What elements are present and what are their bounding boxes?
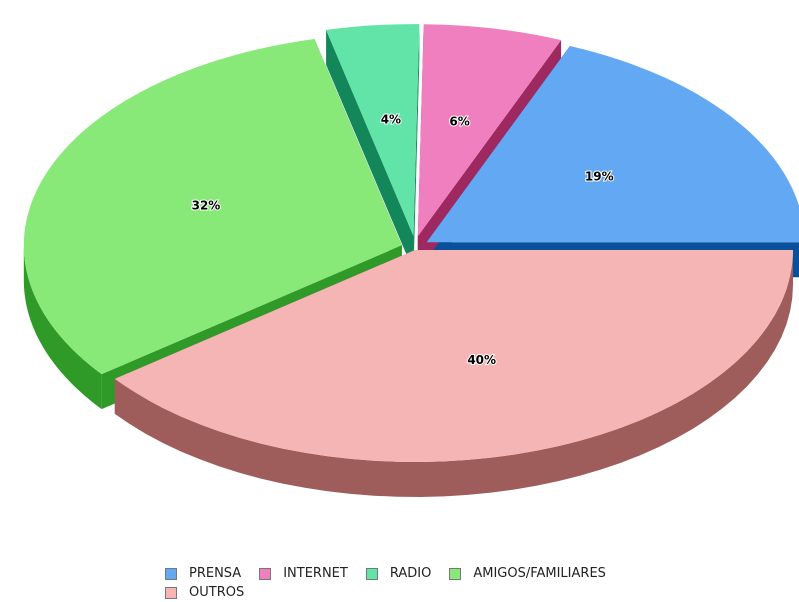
legend-item: OUTROS bbox=[165, 583, 244, 602]
slice-label: 32% bbox=[192, 199, 221, 213]
legend-item: AMIGOS/FAMILIARES bbox=[449, 564, 606, 583]
slice-label: 6% bbox=[449, 115, 469, 129]
slice-label: 4% bbox=[381, 113, 401, 127]
slice-side bbox=[326, 29, 414, 272]
legend: PRENSA INTERNET RADIO AMIGOS/FAMILIARES OUTR… bbox=[165, 564, 685, 602]
pie-slice bbox=[114, 250, 793, 462]
legend-label: INTERNET bbox=[283, 566, 348, 581]
legend-swatch bbox=[165, 567, 177, 580]
pie-slice bbox=[326, 24, 420, 237]
slice-side bbox=[114, 250, 793, 497]
legend-label: OUTROS bbox=[189, 585, 245, 600]
slice-tops: 19% 6% 4% 32% 40% bbox=[23, 24, 799, 462]
legend-item: PRENSA bbox=[165, 564, 241, 583]
legend-swatch bbox=[259, 567, 272, 580]
chart: 19% 6% 4% 32% 40% bbox=[23, 24, 799, 497]
legend-label: AMIGOS/FAMILIARES bbox=[473, 566, 606, 581]
legend-item: RADIO bbox=[365, 564, 432, 583]
pie-slice bbox=[417, 24, 562, 237]
pie-slice bbox=[23, 39, 402, 375]
legend-swatch bbox=[165, 586, 177, 599]
slice-side bbox=[23, 245, 102, 410]
slice-label: 40% bbox=[467, 353, 496, 367]
pie-slice bbox=[426, 46, 799, 243]
slice-label: 19% bbox=[585, 170, 614, 184]
legend-label: PRENSA bbox=[189, 566, 242, 581]
legend-swatch bbox=[449, 567, 462, 580]
legend-item: INTERNET bbox=[259, 564, 348, 583]
slice-side bbox=[413, 24, 420, 272]
legend-label: RADIO bbox=[389, 566, 432, 581]
legend-swatch bbox=[365, 567, 378, 580]
